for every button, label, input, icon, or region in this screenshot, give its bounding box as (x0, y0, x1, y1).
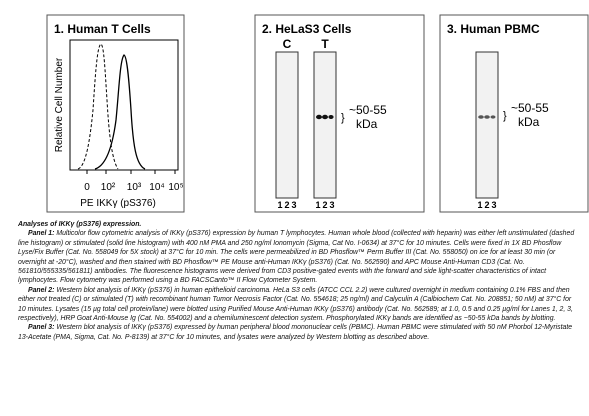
x-axis-label: PE IKKγ (pS376) (80, 198, 156, 209)
unstimulated-histogram (77, 43, 119, 170)
band (490, 115, 496, 119)
panel-label: Panel 2: (28, 286, 55, 294)
panel-frame (439, 14, 589, 213)
panel-frame (46, 14, 185, 213)
band-label: ~50-55 (511, 101, 549, 115)
lane-number: 2 (484, 200, 489, 210)
x-tick-label: 10³ (127, 182, 142, 193)
x-tick-label: 10⁵ (168, 182, 183, 193)
caption-paragraph: Panel 2: Western blot analysis of IKKγ (… (18, 286, 576, 324)
blot-strip (475, 51, 499, 199)
blot-strip (275, 51, 299, 199)
stimulated-histogram (94, 54, 146, 170)
band-label: kDa (356, 117, 378, 131)
band (484, 115, 490, 119)
lane-number: 3 (329, 200, 334, 210)
lane-group: T (321, 37, 329, 51)
blot-strip (313, 51, 337, 199)
panel-title: 1. Human T Cells (54, 22, 151, 36)
panel-label: Panel 3: (28, 324, 55, 332)
panel-label: Panel 1: (28, 230, 55, 238)
lane-number: 1 (315, 200, 320, 210)
lane-number: 1 (477, 200, 482, 210)
x-tick-label: 10⁴ (149, 182, 164, 193)
figure: 1. Human T Cells Relative Cell Number 0 … (46, 14, 589, 213)
y-axis-label: Relative Cell Number (54, 57, 65, 152)
band (316, 114, 322, 120)
brace: } (341, 112, 345, 124)
caption-paragraph: Panel 1: Multicolor flow cytometric anal… (18, 229, 576, 285)
band (328, 115, 334, 119)
band-label: kDa (518, 115, 540, 129)
x-tick-label: 0 (84, 182, 90, 193)
panel-frame (254, 14, 425, 213)
paragraph-text: Multicolor flow cytometric analysis of I… (18, 230, 575, 285)
paragraph-text: Western blot analysis of IKKγ (pS376) ex… (18, 324, 573, 341)
caption-title: Analyses of IKKγ (pS376) expression. (18, 221, 142, 228)
caption: Analyses of IKKγ (pS376) expression. Pan… (18, 220, 576, 342)
lane-number: 2 (322, 200, 327, 210)
band (322, 114, 328, 120)
panel-title: 3. Human PBMC (447, 22, 540, 36)
paragraph-text: Western blot analysis of IKKγ (pS376) in… (18, 286, 573, 323)
lane-number: 3 (491, 200, 496, 210)
brace: } (503, 110, 507, 122)
lane-group: C (283, 37, 292, 51)
x-tick-label: 10² (101, 182, 116, 193)
lane-number: 1 (277, 200, 282, 210)
band-label: ~50-55 (349, 103, 387, 117)
caption-paragraph: Panel 3: Western blot analysis of IKKγ (… (18, 323, 576, 342)
plot-frame (69, 39, 179, 171)
lane-number: 2 (284, 200, 289, 210)
lane-number: 3 (291, 200, 296, 210)
band (478, 115, 484, 119)
panel-title: 2. HeLaS3 Cells (262, 22, 352, 36)
